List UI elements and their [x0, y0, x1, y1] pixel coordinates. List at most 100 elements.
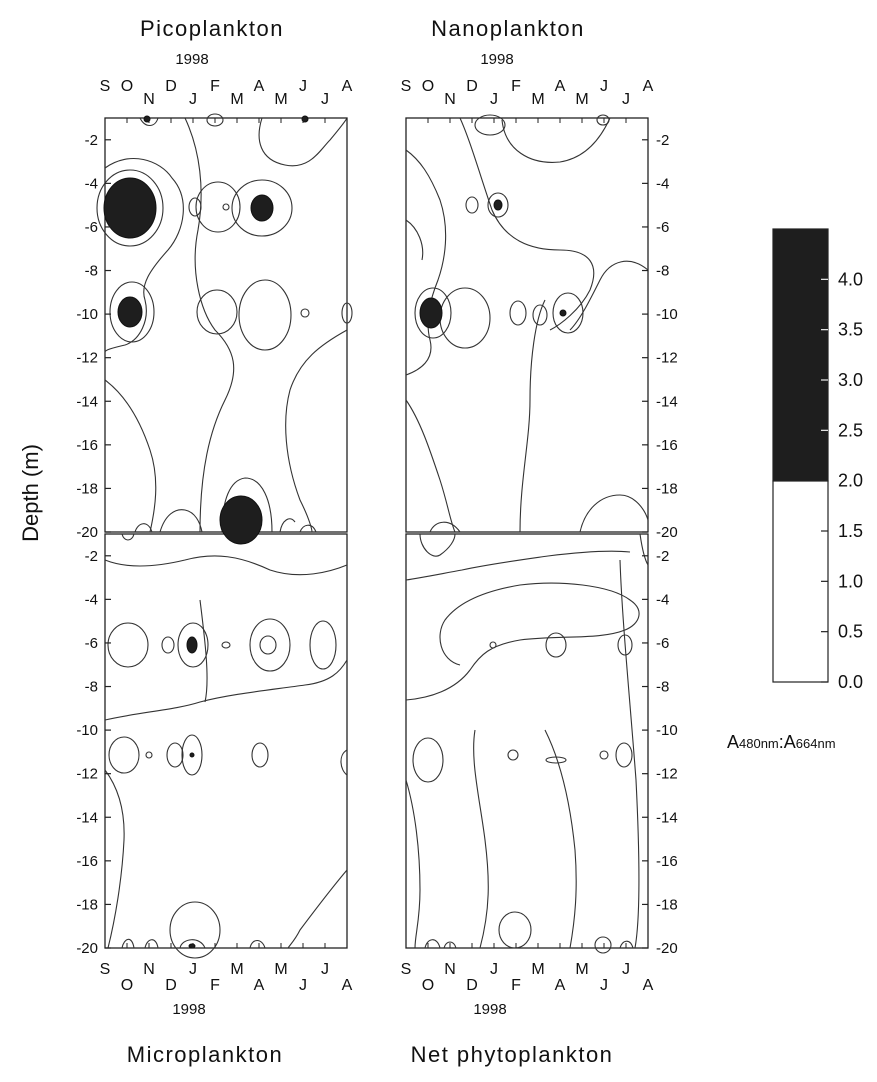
colorbar-light-segment [772, 480, 829, 683]
high-ratio-patch [188, 943, 196, 949]
month-label: F [210, 78, 220, 95]
colorbar-tick-label: 4.0 [838, 269, 863, 289]
y-tick-label: -16 [656, 853, 678, 870]
month-label: D [165, 977, 177, 994]
year-label-bottom-right: 1998 [473, 1001, 506, 1018]
month-label: A [643, 977, 654, 994]
colorbar-tick-label: 2.5 [838, 420, 863, 440]
month-label: D [165, 78, 177, 95]
month-label: M [230, 91, 243, 108]
y-tick-label: -14 [656, 809, 678, 826]
y-tick-label: -16 [656, 437, 678, 454]
colorbar-tick-label: 3.5 [838, 320, 863, 340]
y-tick-label: -8 [85, 263, 98, 280]
colorbar-tick-label: 1.0 [838, 571, 863, 591]
colorbar-tick-label: 3.0 [838, 370, 863, 390]
contours-microplankton [104, 533, 348, 959]
month-label: S [100, 78, 111, 95]
y-tick-label: -8 [656, 679, 669, 696]
axes-layer: -2-4-6-8-10-12-14-16-18-20S ONDJFMAMJJA-2… [76, 78, 677, 994]
month-label: O [121, 78, 133, 95]
month-label: F [511, 977, 521, 994]
year-label-top-left: 1998 [175, 51, 208, 68]
y-tick-label: -18 [656, 896, 678, 913]
y-tick-label: -10 [656, 306, 678, 323]
contours-net-phytoplankton [405, 533, 649, 954]
month-label: F [511, 78, 521, 95]
y-tick-label: -6 [656, 219, 669, 236]
y-tick-label: -10 [76, 306, 98, 323]
month-label: M [230, 961, 243, 978]
y-tick-label: -14 [76, 809, 98, 826]
month-label: A [555, 977, 566, 994]
month-label: M [274, 91, 287, 108]
month-label: A [643, 78, 654, 95]
month-label: J [299, 977, 307, 994]
y-tick-label: -10 [76, 722, 98, 739]
title-microplankton: Microplankton [127, 1042, 283, 1067]
y-tick-label: -2 [85, 132, 98, 149]
high-ratio-patch [103, 177, 157, 239]
y-tick-label: -8 [656, 263, 669, 280]
month-label: O [422, 78, 434, 95]
y-tick-label: -4 [656, 175, 669, 192]
month-label: A [555, 78, 566, 95]
colorbar-label: A480nm:A664nm [727, 732, 836, 752]
month-label: M [531, 91, 544, 108]
month-label: S [401, 961, 412, 978]
high-ratio-patch [186, 636, 198, 654]
month-label: J [490, 961, 498, 978]
month-label: A [342, 977, 353, 994]
month-label: D [466, 977, 478, 994]
month-label: J [189, 961, 197, 978]
month-label: J [189, 91, 197, 108]
high-ratio-patch [493, 199, 503, 211]
y-tick-label: -18 [76, 480, 98, 497]
y-tick-label: -14 [76, 393, 98, 410]
month-label: J [600, 977, 608, 994]
title-picoplankton: Picoplankton [140, 16, 284, 41]
high-ratio-patch [117, 296, 143, 328]
colorbar-tick-label: 0.0 [838, 672, 863, 692]
month-label: J [622, 91, 630, 108]
month-label: M [575, 961, 588, 978]
month-label: A [254, 78, 265, 95]
y-tick-label: -10 [656, 722, 678, 739]
y-tick-label: -20 [76, 524, 98, 541]
colorbar: 4.0 3.5 3.0 2.5 2.0 1.5 1.0 0.5 0.0 A480nm:A664n… [727, 228, 863, 752]
colorbar-tick-label: 1.5 [838, 521, 863, 541]
title-net-phytoplankton: Net phytoplankton [411, 1042, 614, 1067]
y-tick-label: -6 [85, 635, 98, 652]
y-tick-label: -12 [656, 766, 678, 783]
month-label: J [299, 78, 307, 95]
y-tick-label: -4 [656, 591, 669, 608]
month-label: M [531, 961, 544, 978]
title-nanoplankton: Nanoplankton [431, 16, 585, 41]
y-tick-label: -20 [76, 940, 98, 957]
y-tick-label: -16 [76, 437, 98, 454]
colorbar-dark-segment [772, 228, 829, 482]
y-tick-label: -4 [85, 175, 98, 192]
month-label: J [490, 91, 498, 108]
year-label-top-right: 1998 [480, 51, 513, 68]
y-tick-label: -12 [656, 350, 678, 367]
month-label: N [143, 91, 155, 108]
month-label: D [466, 78, 478, 95]
colorbar-tick-label: 2.0 [838, 471, 863, 491]
high-ratio-patch [559, 309, 567, 317]
y-tick-label: -2 [656, 132, 669, 149]
month-label: N [143, 961, 155, 978]
colorbar-ticks: 4.0 3.5 3.0 2.5 2.0 1.5 1.0 0.5 0.0 [821, 269, 863, 692]
y-tick-label: -18 [656, 480, 678, 497]
contours-picoplankton [96, 113, 353, 533]
panel-frame-net-phytoplankton [405, 533, 649, 949]
colorbar-tick-label: 0.5 [838, 622, 863, 642]
y-tick-label: -6 [656, 635, 669, 652]
y-tick-label: -2 [85, 548, 98, 565]
month-label: S [100, 961, 111, 978]
month-label: M [274, 961, 287, 978]
